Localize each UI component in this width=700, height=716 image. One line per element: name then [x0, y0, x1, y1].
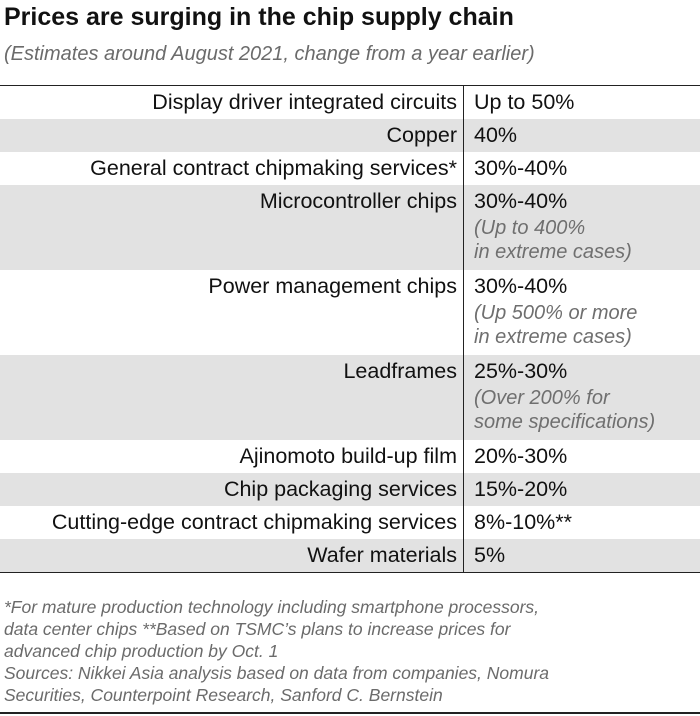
value-cell: 30%-40% (Up 500% or more in extreme case…: [464, 270, 700, 355]
table-row: Microcontroller chips 30%-40% (Up to 400…: [0, 185, 700, 270]
table-row: Display driver integrated circuits Up to…: [0, 86, 700, 119]
item-cell: Wafer materials: [0, 539, 464, 572]
value-cell: Up to 50%: [464, 86, 700, 119]
table-row: General contract chipmaking services* 30…: [0, 152, 700, 185]
value-text: 15%-20%: [474, 477, 568, 501]
page-subtitle: (Estimates around August 2021, change fr…: [4, 43, 535, 65]
value-text: Up to 50%: [474, 90, 575, 114]
item-cell: Power management chips: [0, 270, 464, 355]
item-cell: Chip packaging services: [0, 473, 464, 506]
footnote-line: *For mature production technology includ…: [4, 597, 540, 617]
item-cell: General contract chipmaking services*: [0, 152, 464, 185]
sources-line: Sources: Nikkei Asia analysis based on d…: [4, 663, 550, 683]
value-note-line: in extreme cases): [474, 241, 632, 263]
bottom-divider: [0, 712, 700, 714]
value-note: (Up 500% or more in extreme cases): [474, 301, 700, 353]
value-text: 30%-40%: [474, 274, 568, 298]
value-note-line: (Up 500% or more: [474, 302, 638, 324]
price-table: Display driver integrated circuits Up to…: [0, 85, 700, 573]
value-cell: 30%-40% (Up to 400% in extreme cases): [464, 185, 700, 270]
value-cell: 20%-30%: [464, 440, 700, 473]
item-cell: Cutting-edge contract chipmaking service…: [0, 506, 464, 539]
value-cell: 40%: [464, 119, 700, 152]
value-text: 8%-10%**: [474, 510, 572, 534]
value-note: (Over 200% for some specifications): [474, 386, 700, 438]
value-cell: 15%-20%: [464, 473, 700, 506]
item-cell: Copper: [0, 119, 464, 152]
value-note: (Up to 400% in extreme cases): [474, 216, 700, 268]
table-row: Copper 40%: [0, 119, 700, 152]
table-row: Power management chips 30%-40% (Up 500% …: [0, 270, 700, 355]
item-cell: Microcontroller chips: [0, 185, 464, 270]
value-text: 30%-40%: [474, 156, 568, 180]
footnotes: *For mature production technology includ…: [4, 596, 696, 706]
item-cell: Display driver integrated circuits: [0, 86, 464, 119]
value-text: 40%: [474, 123, 518, 147]
value-text: 30%-40%: [474, 189, 568, 213]
table-row: Wafer materials 5%: [0, 539, 700, 572]
value-cell: 25%-30% (Over 200% for some specificatio…: [464, 355, 700, 440]
value-note-line: in extreme cases): [474, 326, 632, 348]
value-text: 25%-30%: [474, 359, 568, 383]
value-note-line: some specifications): [474, 411, 656, 433]
footnote-line: advanced chip production by Oct. 1: [4, 641, 279, 661]
table-row: Chip packaging services 15%-20%: [0, 473, 700, 506]
value-text: 5%: [474, 543, 506, 567]
table-row: Leadframes 25%-30% (Over 200% for some s…: [0, 355, 700, 440]
value-cell: 5%: [464, 539, 700, 572]
value-note-line: (Up to 400%: [474, 217, 586, 239]
item-cell: Ajinomoto build-up film: [0, 440, 464, 473]
value-cell: 8%-10%**: [464, 506, 700, 539]
table-row: Ajinomoto build-up film 20%-30%: [0, 440, 700, 473]
value-cell: 30%-40%: [464, 152, 700, 185]
sources-line: Securities, Counterpoint Research, Sanfo…: [4, 685, 443, 705]
item-cell: Leadframes: [0, 355, 464, 440]
value-note-line: (Over 200% for: [474, 387, 610, 409]
footnote-line: data center chips **Based on TSMC’s plan…: [4, 619, 511, 639]
page-title: Prices are surging in the chip supply ch…: [4, 3, 514, 31]
table-row: Cutting-edge contract chipmaking service…: [0, 506, 700, 539]
value-text: 20%-30%: [474, 444, 568, 468]
